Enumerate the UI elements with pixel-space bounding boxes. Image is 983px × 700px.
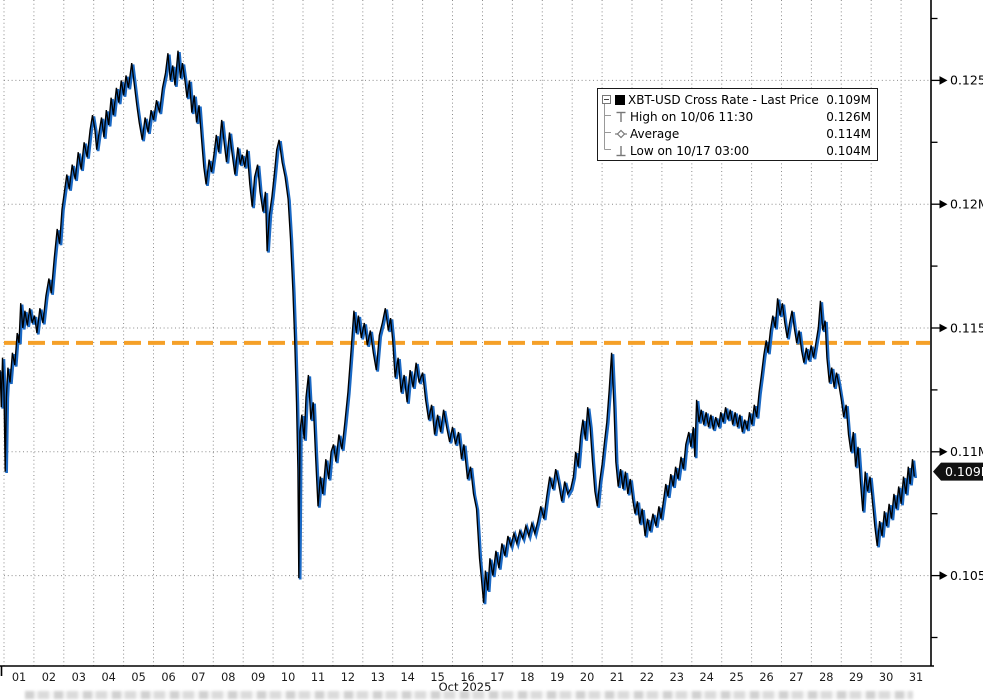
svg-text:23: 23 <box>670 671 684 684</box>
average-marker-icon <box>615 129 627 138</box>
svg-text:30: 30 <box>879 671 893 684</box>
legend-average-value: 0.114M <box>826 126 871 141</box>
legend-panel[interactable]: XBT-USD Cross Rate - Last Price 0.109M H… <box>597 88 878 161</box>
svg-text:0.105M: 0.105M <box>950 568 983 583</box>
expand-box-icon[interactable] <box>602 95 611 104</box>
svg-text:28: 28 <box>819 671 833 684</box>
svg-text:03: 03 <box>72 671 86 684</box>
svg-text:0.11M: 0.11M <box>950 444 983 459</box>
legend-row-average: Average 0.114M <box>601 125 872 142</box>
series-color-swatch <box>615 94 625 105</box>
axis-spines <box>0 0 934 676</box>
legend-high-value: 0.126M <box>826 109 871 124</box>
svg-text:07: 07 <box>191 671 205 684</box>
legend-last-price-value: 0.109M <box>826 92 871 107</box>
svg-text:14: 14 <box>401 671 415 684</box>
svg-text:11: 11 <box>311 671 325 684</box>
last-price-badge: 0.109M <box>933 462 983 481</box>
svg-text:13: 13 <box>371 671 385 684</box>
last-price-badge-shape <box>933 462 983 481</box>
svg-text:18: 18 <box>520 671 534 684</box>
price-line <box>0 50 915 603</box>
legend-high-label: High on 10/06 11:30 <box>630 109 754 124</box>
svg-text:22: 22 <box>640 671 654 684</box>
svg-text:0.115M: 0.115M <box>950 320 983 335</box>
svg-text:29: 29 <box>849 671 863 684</box>
legend-row-low: Low on 10/17 03:00 0.104M <box>601 142 872 159</box>
svg-text:26: 26 <box>759 671 773 684</box>
svg-text:05: 05 <box>131 671 145 684</box>
legend-low-value: 0.104M <box>826 143 871 158</box>
svg-text:16: 16 <box>460 671 474 684</box>
svg-text:20: 20 <box>580 671 594 684</box>
y-axis-ticks-and-labels: 0.125M 0.12M 0.115M 0.11M 0.105M <box>931 17 983 639</box>
last-price-badge-label: 0.109M <box>945 464 983 479</box>
price-line-shadow <box>0 51 918 605</box>
svg-text:02: 02 <box>42 671 56 684</box>
svg-text:10: 10 <box>281 671 295 684</box>
svg-text:0.12M: 0.12M <box>950 197 983 212</box>
svg-text:04: 04 <box>102 671 116 684</box>
svg-text:06: 06 <box>161 671 175 684</box>
svg-text:08: 08 <box>221 671 235 684</box>
legend-low-label: Low on 10/17 03:00 <box>630 143 750 158</box>
svg-text:15: 15 <box>430 671 444 684</box>
svg-text:09: 09 <box>251 671 265 684</box>
low-whisker-icon <box>616 145 626 156</box>
svg-text:31: 31 <box>909 671 923 684</box>
high-whisker-icon <box>616 111 626 122</box>
svg-text:24: 24 <box>700 671 714 684</box>
bottom-fineprint-redacted <box>25 691 913 699</box>
legend-series-title: XBT-USD Cross Rate - Last Price <box>628 92 819 107</box>
legend-row-last-price: XBT-USD Cross Rate - Last Price 0.109M <box>601 91 872 108</box>
svg-text:19: 19 <box>550 671 564 684</box>
month-label: Oct 2025 <box>439 680 492 694</box>
svg-text:0.125M: 0.125M <box>950 73 983 88</box>
svg-text:27: 27 <box>789 671 803 684</box>
x-axis-day-labels: 01 02 03 04 05 06 07 08 09 10 11 12 13 14 15 16 17 18 19 20… <box>12 671 923 684</box>
legend-row-high: High on 10/06 11:30 0.126M <box>601 108 872 125</box>
svg-text:12: 12 <box>341 671 355 684</box>
svg-text:25: 25 <box>729 671 743 684</box>
svg-text:17: 17 <box>490 671 504 684</box>
svg-text:21: 21 <box>610 671 624 684</box>
svg-text:01: 01 <box>12 671 26 684</box>
legend-average-label: Average <box>630 126 680 141</box>
